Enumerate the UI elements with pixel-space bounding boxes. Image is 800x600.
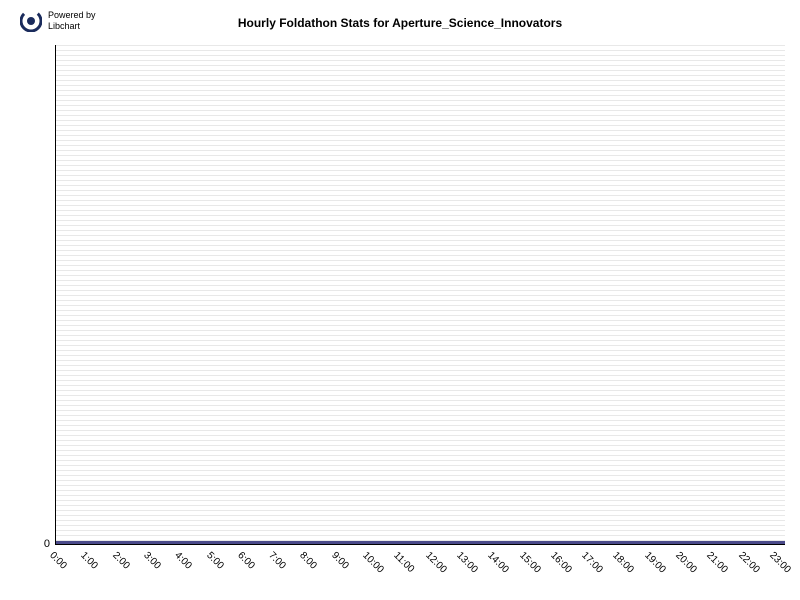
x-tick-label: 22:00 <box>736 550 761 575</box>
x-tick-label: 20:00 <box>673 550 698 575</box>
x-tick-label: 9:00 <box>329 550 351 572</box>
x-tick-label: 16:00 <box>548 550 573 575</box>
x-tick-label: 1:00 <box>79 550 101 572</box>
x-tick-label: 6:00 <box>235 550 257 572</box>
x-tick-label: 4:00 <box>172 550 194 572</box>
x-tick-label: 11:00 <box>392 550 417 575</box>
x-axis: 0:001:002:003:004:005:006:007:008:009:00… <box>55 545 785 600</box>
y-tick-label-0: 0 <box>44 538 50 550</box>
x-tick-label: 3:00 <box>141 550 163 572</box>
baseline-bar <box>56 541 785 544</box>
x-tick-label: 19:00 <box>642 550 667 575</box>
x-tick-label: 14:00 <box>485 550 510 575</box>
x-tick-label: 2:00 <box>110 550 132 572</box>
x-tick-label: 13:00 <box>454 550 479 575</box>
x-tick-label: 10:00 <box>360 550 385 575</box>
x-tick-label: 17:00 <box>579 550 604 575</box>
x-tick-label: 0:00 <box>47 550 69 572</box>
grid-lines <box>56 45 785 544</box>
plot-area: 0 <box>55 45 785 545</box>
chart-title: Hourly Foldathon Stats for Aperture_Scie… <box>0 16 800 30</box>
x-tick-label: 8:00 <box>298 550 320 572</box>
x-tick-label: 12:00 <box>423 550 448 575</box>
x-tick-label: 15:00 <box>517 550 542 575</box>
x-tick-label: 23:00 <box>767 550 792 575</box>
x-tick-label: 5:00 <box>204 550 226 572</box>
x-tick-label: 21:00 <box>705 550 730 575</box>
x-tick-label: 18:00 <box>611 550 636 575</box>
x-tick-label: 7:00 <box>266 550 288 572</box>
